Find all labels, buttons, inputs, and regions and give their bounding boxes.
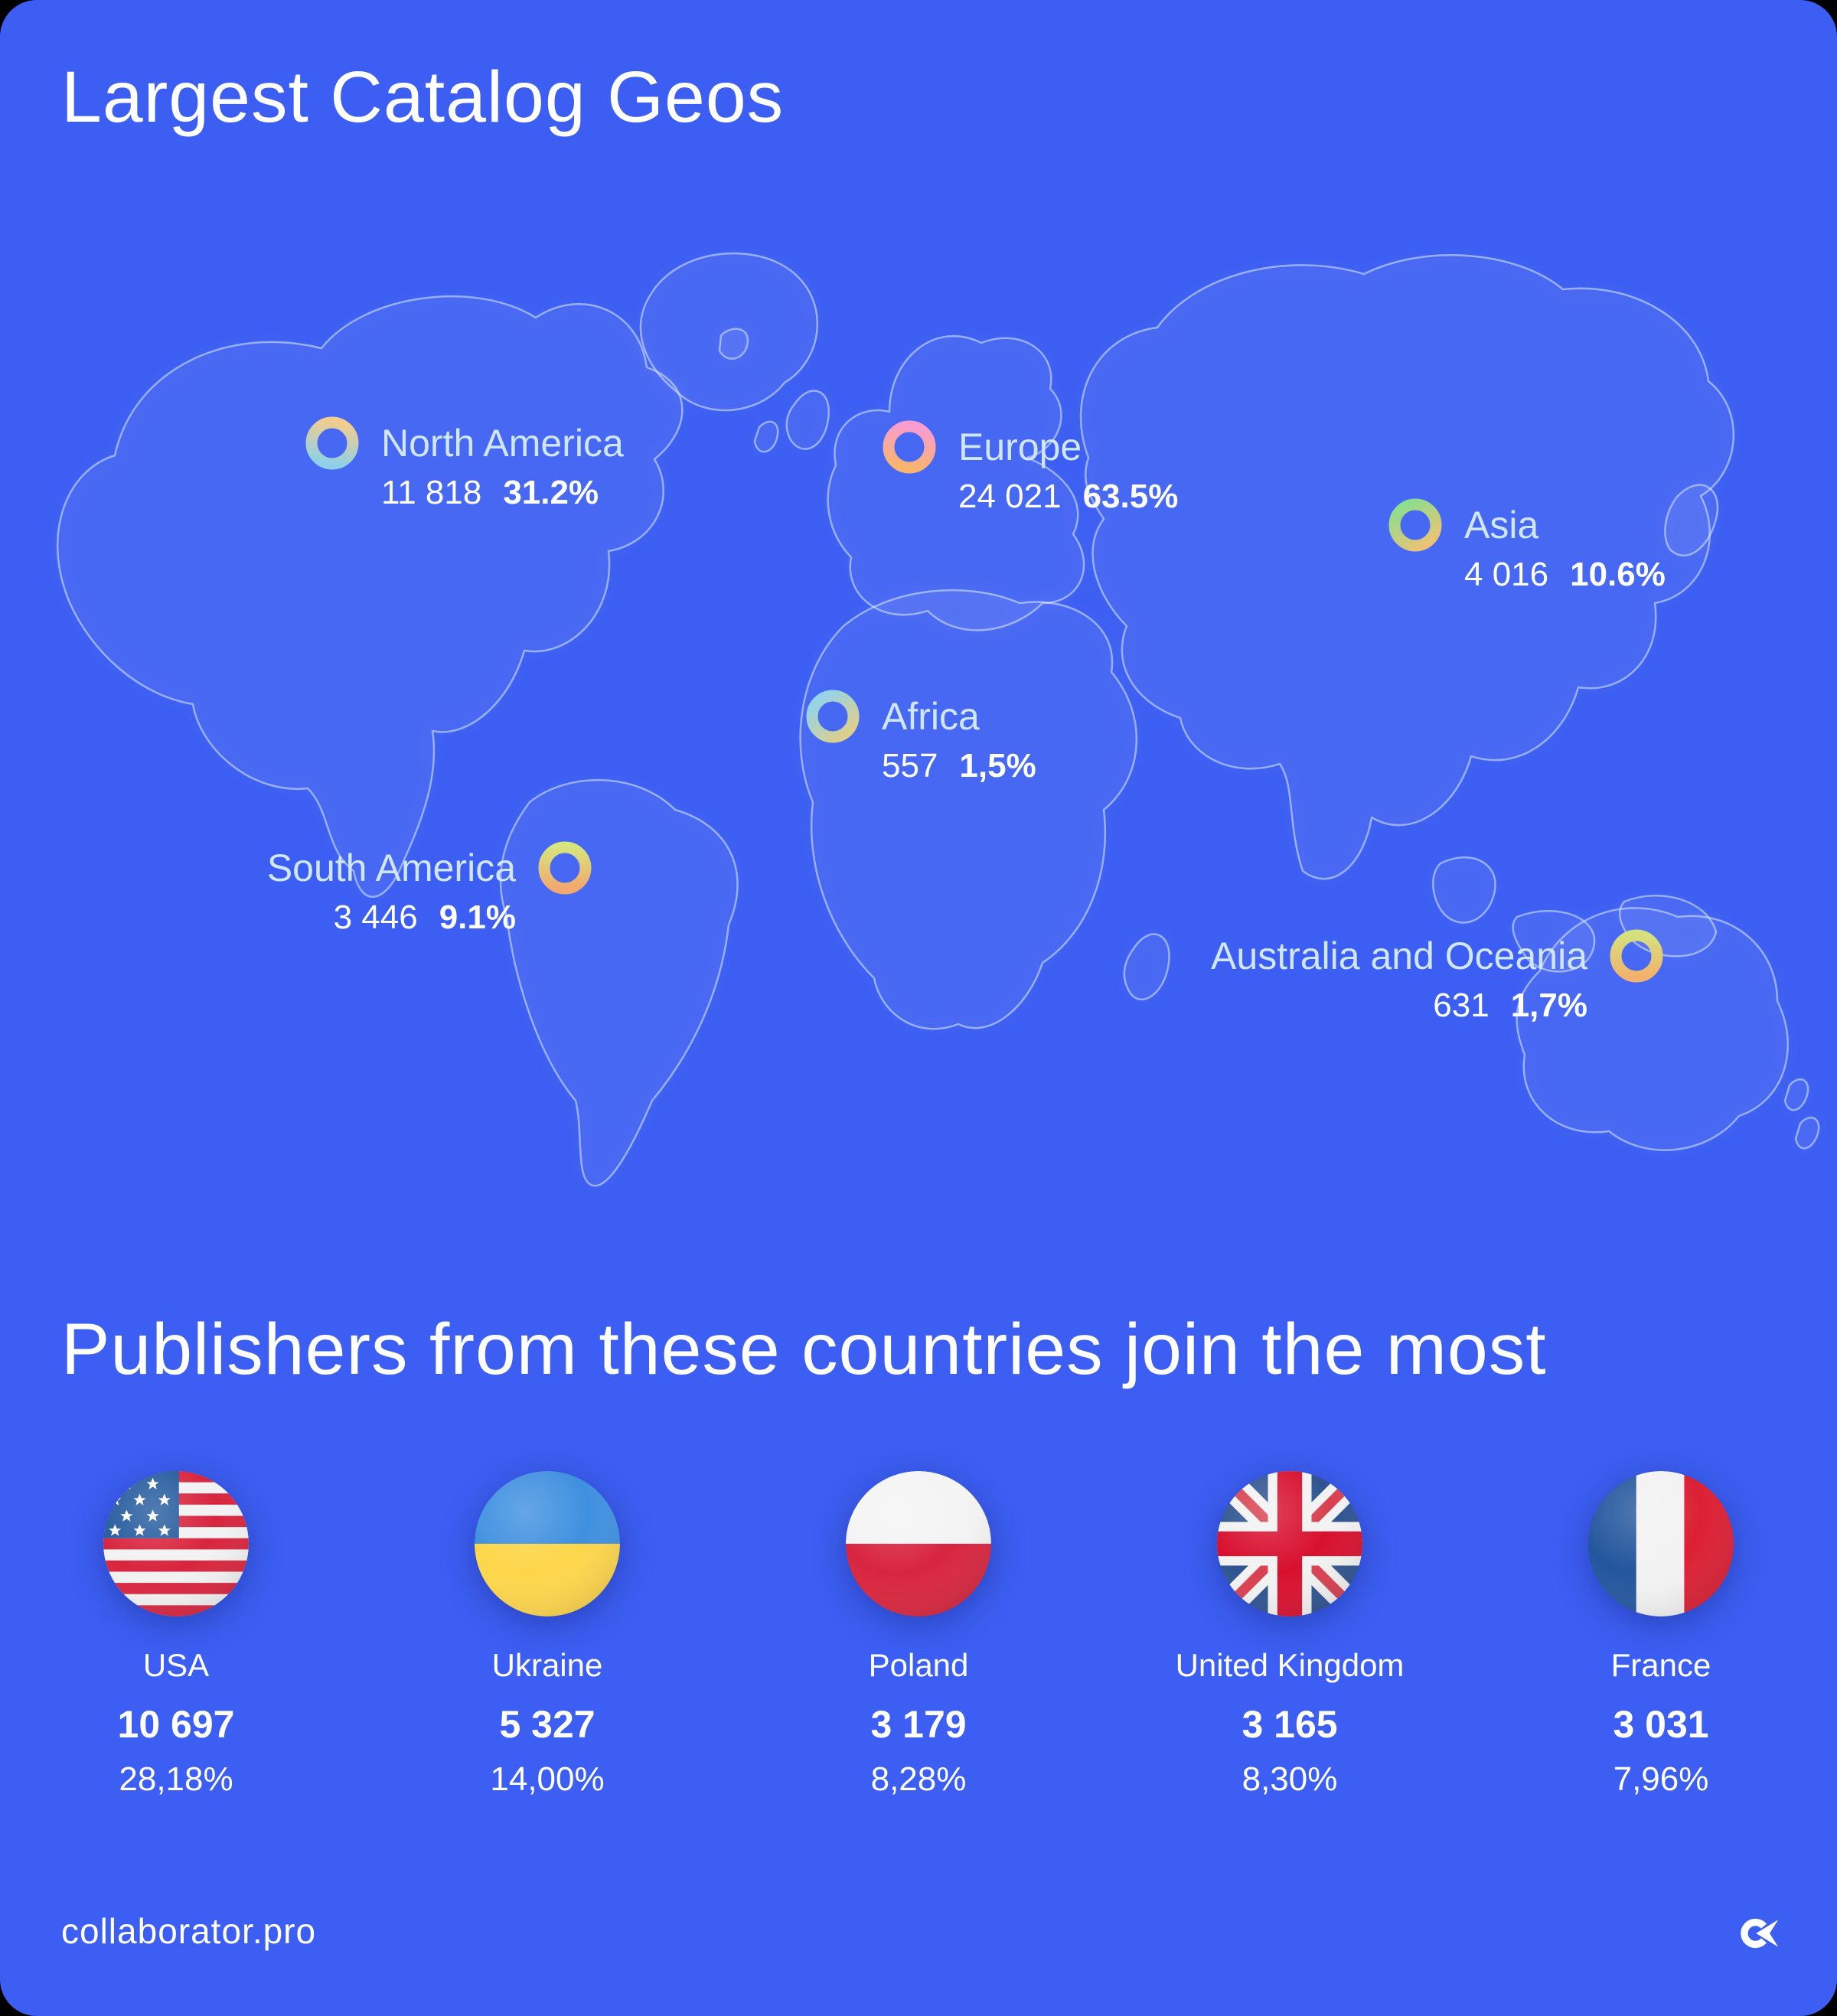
map-new-zealand-1 bbox=[1783, 1078, 1809, 1111]
region-count: 3 446 bbox=[333, 899, 418, 936]
region-name: Australia and Oceania bbox=[1211, 935, 1587, 977]
region-percent: 1,5% bbox=[959, 747, 1036, 785]
region-ring-icon bbox=[538, 841, 592, 895]
country-count: 3 179 bbox=[870, 1703, 967, 1746]
country-percent: 8,28% bbox=[870, 1760, 967, 1798]
map-uk bbox=[785, 390, 830, 450]
map-iceland bbox=[718, 328, 749, 360]
country-card-united-kingdom: United Kingdom 3 165 8,30% bbox=[1175, 1471, 1405, 1799]
collaborator-logo-icon[interactable] bbox=[1737, 1912, 1780, 1955]
uk-flag-icon bbox=[1217, 1471, 1362, 1616]
region-percent: 10.6% bbox=[1570, 556, 1666, 593]
region-count: 11 818 bbox=[381, 474, 482, 511]
country-card-usa: USA 10 697 28,18% bbox=[61, 1471, 291, 1799]
region-percent: 63.5% bbox=[1082, 478, 1179, 515]
region-name: Africa bbox=[882, 695, 980, 738]
region-name: Asia bbox=[1464, 504, 1539, 546]
map-asia bbox=[1079, 254, 1735, 880]
country-percent: 7,96% bbox=[1613, 1760, 1709, 1798]
country-percent: 14,00% bbox=[490, 1760, 605, 1798]
country-count: 3 031 bbox=[1613, 1703, 1709, 1746]
map-madagascar bbox=[1123, 933, 1170, 1001]
page-title: Largest Catalog Geos bbox=[61, 57, 785, 138]
region-name: Europe bbox=[958, 426, 1082, 468]
region-percent: 31.2% bbox=[503, 474, 599, 511]
france-flag-icon bbox=[1588, 1471, 1734, 1616]
section-title: Publishers from these countries join the… bbox=[61, 1309, 1547, 1390]
map-new-zealand-2 bbox=[1794, 1116, 1820, 1150]
country-percent: 8,30% bbox=[1242, 1760, 1338, 1798]
country-name: Poland bbox=[868, 1647, 969, 1683]
map-north-america bbox=[57, 295, 684, 898]
region-ring-icon bbox=[1388, 498, 1442, 552]
country-name: France bbox=[1610, 1647, 1711, 1683]
country-name: Ukraine bbox=[491, 1647, 603, 1683]
country-count: 10 697 bbox=[117, 1703, 235, 1746]
region-count: 557 bbox=[882, 747, 938, 785]
map-ireland bbox=[753, 420, 779, 453]
region-marker-australia-oceania: Australia and Oceania 631 1,7% bbox=[1211, 928, 1664, 1025]
countries-row: USA 10 697 28,18% Ukraine 5 327 14,00% bbox=[61, 1471, 1776, 1799]
country-count: 5 327 bbox=[499, 1703, 595, 1746]
region-name: South America bbox=[266, 847, 516, 889]
map-greenland bbox=[639, 252, 819, 412]
map-south-america bbox=[499, 778, 739, 1187]
region-name: North America bbox=[381, 422, 624, 465]
region-count: 631 bbox=[1433, 987, 1490, 1024]
country-percent: 28,18% bbox=[119, 1760, 233, 1798]
country-count: 3 165 bbox=[1242, 1703, 1338, 1746]
country-card-poland: Poland 3 179 8,28% bbox=[804, 1471, 1033, 1799]
country-card-france: France 3 031 7,96% bbox=[1546, 1471, 1776, 1799]
map-japan bbox=[1664, 484, 1719, 557]
map-island-1 bbox=[1432, 856, 1496, 924]
region-marker-africa: Africa 557 1,5% bbox=[805, 689, 1036, 785]
map-africa bbox=[799, 589, 1138, 1030]
region-percent: 1,7% bbox=[1510, 987, 1587, 1024]
country-name: USA bbox=[142, 1647, 210, 1683]
region-count: 24 021 bbox=[958, 478, 1062, 515]
region-marker-north-america: North America 11 818 31.2% bbox=[305, 416, 624, 512]
footer-link[interactable]: collaborator.pro bbox=[61, 1911, 317, 1951]
region-marker-europe: Europe 24 021 63.5% bbox=[882, 419, 1178, 516]
map-island-2 bbox=[1512, 910, 1596, 973]
region-marker-asia: Asia 4 016 10.6% bbox=[1388, 497, 1666, 594]
poland-flag-icon bbox=[846, 1471, 991, 1616]
country-name: United Kingdom bbox=[1175, 1647, 1405, 1683]
country-card-ukraine: Ukraine 5 327 14,00% bbox=[432, 1471, 662, 1799]
world-map bbox=[57, 252, 1820, 1187]
region-percent: 9.1% bbox=[439, 899, 516, 936]
ukraine-flag-icon bbox=[475, 1471, 620, 1616]
map-australia bbox=[1516, 907, 1789, 1151]
region-ring-icon bbox=[1610, 929, 1663, 983]
region-ring-icon bbox=[305, 416, 359, 470]
region-ring-icon bbox=[883, 420, 936, 474]
region-marker-south-america: South America 3 446 9.1% bbox=[267, 840, 592, 937]
usa-flag-icon bbox=[103, 1471, 249, 1616]
region-ring-icon bbox=[806, 690, 860, 743]
region-count: 4 016 bbox=[1464, 556, 1549, 593]
